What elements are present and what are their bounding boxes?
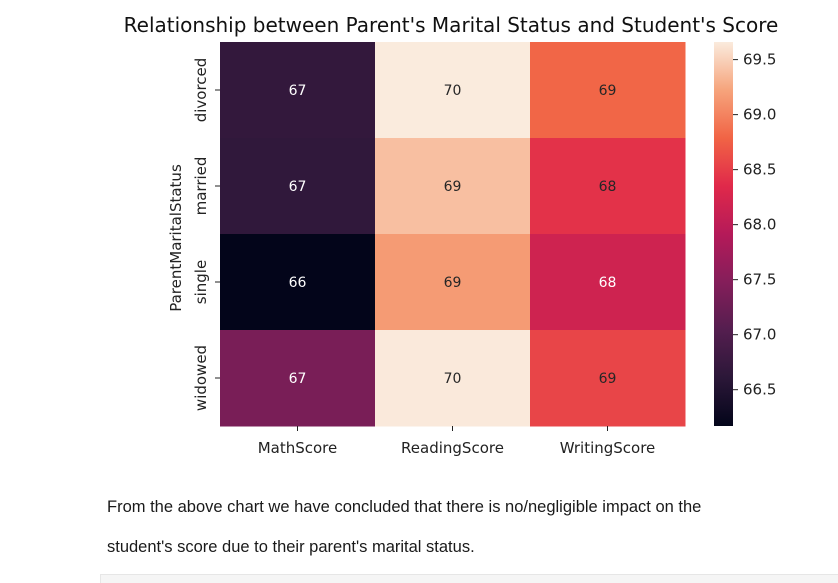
heatmap-cell <box>530 42 686 139</box>
heatmap-cell <box>375 234 531 331</box>
heatmap-cell <box>530 330 686 427</box>
colorbar-tick-label: 67.5 <box>743 271 776 289</box>
colorbar-tick-label: 69.5 <box>743 51 776 69</box>
y-axis-title: ParentMaritalStatus <box>167 164 185 312</box>
caption-line-1: From the above chart we have concluded t… <box>107 498 702 516</box>
heatmap-chart: Relationship between Parent's Marital St… <box>124 13 779 457</box>
x-tick-label: WritingScore <box>560 439 656 457</box>
colorbar-tick-label: 67.0 <box>743 326 776 344</box>
colorbar-tick-label: 68.0 <box>743 216 776 234</box>
y-tick-label: married <box>192 157 210 216</box>
x-tick-label: MathScore <box>258 439 338 457</box>
heatmap-cell <box>375 330 531 427</box>
heatmap-cell <box>220 138 376 235</box>
chart-title: Relationship between Parent's Marital St… <box>124 13 779 37</box>
colorbar-tick-label: 66.5 <box>743 381 776 399</box>
cell-value-label: 69 <box>444 275 462 291</box>
colorbar <box>714 42 733 426</box>
heatmap-cell <box>220 234 376 331</box>
colorbar-tick-label: 68.5 <box>743 161 776 179</box>
y-tick-label: divorced <box>192 58 210 123</box>
cell-value-label: 66 <box>289 275 307 291</box>
caption-line-2: student's score due to their parent's ma… <box>107 538 475 556</box>
y-tick-label: single <box>192 260 210 304</box>
cell-value-label: 68 <box>599 179 617 195</box>
heatmap-cell <box>530 234 686 331</box>
cell-value-label: 67 <box>289 371 307 387</box>
cell-value-label: 67 <box>289 179 307 195</box>
heatmap-cell <box>530 138 686 235</box>
heatmap-cell <box>375 42 531 139</box>
heatmap-cell <box>220 330 376 427</box>
cell-value-label: 70 <box>444 83 462 99</box>
cell-value-label: 69 <box>599 371 617 387</box>
x-tick-label: ReadingScore <box>401 439 504 457</box>
y-tick-label: widowed <box>192 345 210 411</box>
cell-value-label: 67 <box>289 83 307 99</box>
heatmap-cell <box>220 42 376 139</box>
cell-value-label: 69 <box>444 179 462 195</box>
cell-value-label: 69 <box>599 83 617 99</box>
heatmap-cell <box>375 138 531 235</box>
code-cell-edge <box>100 574 838 583</box>
cell-value-label: 68 <box>599 275 617 291</box>
cell-value-label: 70 <box>444 371 462 387</box>
colorbar-tick-label: 69.0 <box>743 106 776 124</box>
